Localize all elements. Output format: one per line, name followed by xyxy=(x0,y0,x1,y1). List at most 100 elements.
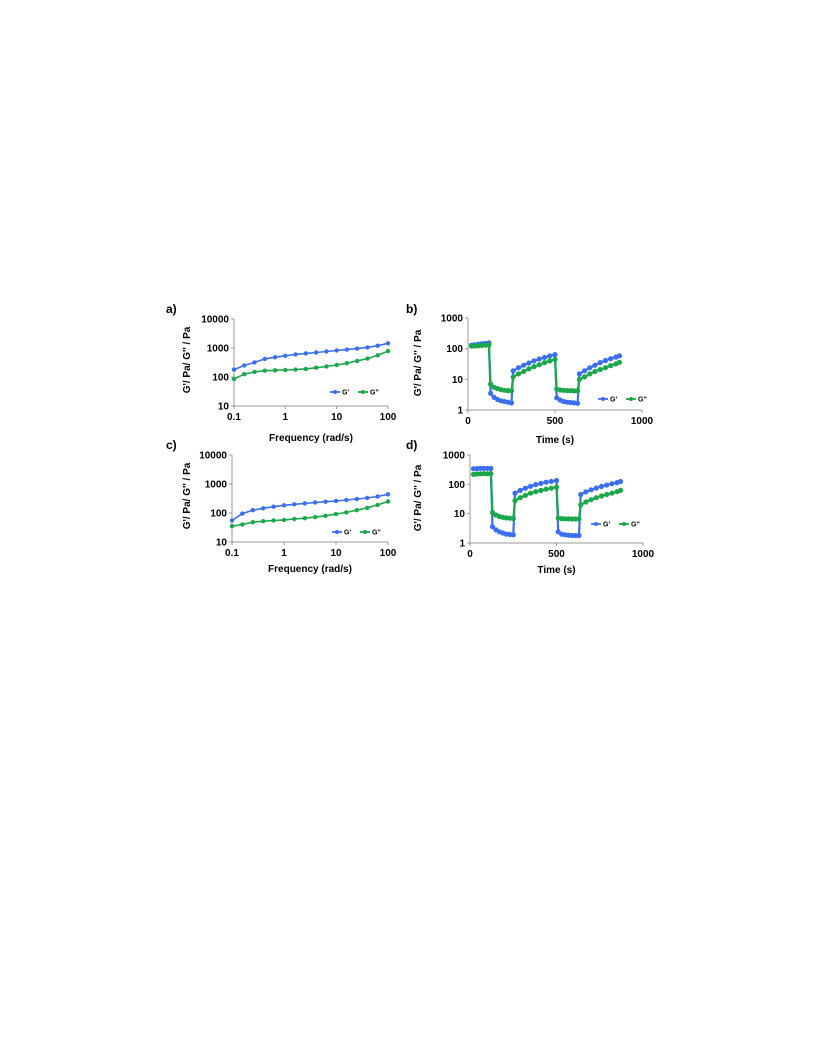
data-point xyxy=(576,371,583,377)
y-tick-label: 100 xyxy=(446,344,463,355)
data-point xyxy=(292,502,297,507)
legend: G' G'' xyxy=(598,397,647,404)
y-axis-label: G'/ Pa/ G'' / Pa xyxy=(413,464,424,531)
panel-label: c) xyxy=(166,438,177,452)
data-point xyxy=(547,358,553,364)
data-point xyxy=(588,487,594,493)
data-point xyxy=(323,513,328,518)
data-point xyxy=(385,341,391,346)
data-point xyxy=(588,497,594,503)
legend: G' G'' xyxy=(332,530,381,537)
y-tick-label: 10 xyxy=(216,538,228,549)
data-point xyxy=(334,362,339,368)
data-point xyxy=(510,532,516,538)
data-point xyxy=(538,480,544,486)
data-point xyxy=(616,353,623,359)
data-point xyxy=(293,352,298,357)
series-G-double-prime xyxy=(468,342,623,394)
y-tick-label: 1000 xyxy=(205,480,228,491)
data-point xyxy=(578,491,584,498)
data-point xyxy=(375,353,380,358)
y-tick-label: 10000 xyxy=(201,315,229,326)
data-point xyxy=(543,479,549,485)
data-point xyxy=(542,354,548,360)
data-point xyxy=(354,496,359,502)
legend: G' G'' xyxy=(330,390,379,397)
legend-entry-label: G' xyxy=(610,397,617,404)
data-point xyxy=(521,368,527,375)
data-point xyxy=(552,356,558,362)
series-G-prime xyxy=(229,492,391,523)
data-point xyxy=(242,372,247,377)
data-point xyxy=(375,494,380,499)
data-point xyxy=(272,355,278,360)
data-point xyxy=(302,501,307,506)
legend-swatch-marker xyxy=(629,397,633,401)
data-point xyxy=(271,518,276,523)
data-point xyxy=(344,347,350,352)
data-point xyxy=(488,381,494,387)
data-point xyxy=(583,489,589,495)
y-tick-label: 100 xyxy=(210,509,227,520)
x-tick-label: 1 xyxy=(283,412,289,423)
x-tick-label: 0.1 xyxy=(227,412,241,423)
data-point xyxy=(283,353,288,358)
data-point xyxy=(575,400,581,406)
data-point xyxy=(323,499,328,504)
data-point xyxy=(303,366,308,372)
x-axis-label: Time (s) xyxy=(537,565,575,576)
data-point xyxy=(303,351,308,356)
y-tick-label: 10 xyxy=(452,375,464,386)
data-point xyxy=(526,366,532,372)
data-point xyxy=(333,498,339,504)
data-point xyxy=(385,492,391,497)
data-point xyxy=(597,360,603,366)
data-point xyxy=(527,483,534,489)
data-point xyxy=(334,348,339,353)
data-point xyxy=(515,365,522,371)
series-line xyxy=(231,493,389,522)
y-tick-label: 1000 xyxy=(207,344,230,355)
data-point xyxy=(324,364,329,369)
data-point xyxy=(261,506,266,511)
data-point xyxy=(533,482,539,488)
series-G-double-prime xyxy=(470,471,624,522)
data-point xyxy=(313,350,319,355)
data-point xyxy=(489,524,496,530)
x-tick-label: 100 xyxy=(380,548,397,559)
data-point xyxy=(576,532,582,539)
data-point xyxy=(548,485,554,491)
data-point xyxy=(578,502,584,508)
x-axis-label: Frequency (rad/s) xyxy=(269,433,353,444)
data-point xyxy=(365,495,370,501)
data-point xyxy=(385,499,391,504)
data-point xyxy=(240,522,245,527)
data-point xyxy=(365,356,370,361)
data-point xyxy=(355,346,360,351)
data-point xyxy=(293,367,298,372)
y-tick-label: 10 xyxy=(454,509,466,520)
data-point xyxy=(261,519,266,524)
panel-label: a) xyxy=(166,302,177,316)
data-point xyxy=(313,514,318,520)
data-point xyxy=(375,343,380,348)
data-point xyxy=(486,342,492,348)
data-point xyxy=(553,484,560,490)
data-point xyxy=(231,367,237,372)
x-tick-label: 0 xyxy=(467,549,473,560)
data-point xyxy=(517,495,523,501)
data-point xyxy=(602,357,609,364)
data-point xyxy=(375,502,380,508)
data-point xyxy=(593,485,599,491)
y-tick-label: 1 xyxy=(459,539,465,550)
series-G-prime xyxy=(231,341,391,372)
data-point xyxy=(598,493,605,499)
data-point xyxy=(533,489,539,495)
data-point xyxy=(602,365,609,371)
x-tick-label: 500 xyxy=(548,549,565,560)
data-point xyxy=(512,490,518,496)
data-point xyxy=(598,483,605,489)
y-axis-label: G'/ Pa/ G'' / Pa xyxy=(182,462,193,529)
x-tick-label: 10 xyxy=(330,548,342,559)
